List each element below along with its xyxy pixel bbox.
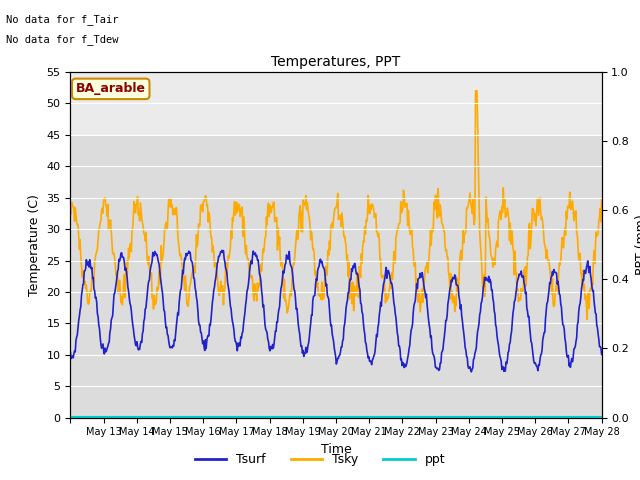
Y-axis label: PPT (mm): PPT (mm) <box>635 215 640 275</box>
Text: BA_arable: BA_arable <box>76 83 146 96</box>
Text: No data for f_Tdew: No data for f_Tdew <box>6 34 119 45</box>
Y-axis label: Temperature (C): Temperature (C) <box>28 194 41 296</box>
Legend: Tsurf, Tsky, ppt: Tsurf, Tsky, ppt <box>190 448 450 471</box>
X-axis label: Time: Time <box>321 443 351 456</box>
Title: Temperatures, PPT: Temperatures, PPT <box>271 56 401 70</box>
Bar <box>70 72 602 135</box>
Text: No data for f_Tair: No data for f_Tair <box>6 14 119 25</box>
